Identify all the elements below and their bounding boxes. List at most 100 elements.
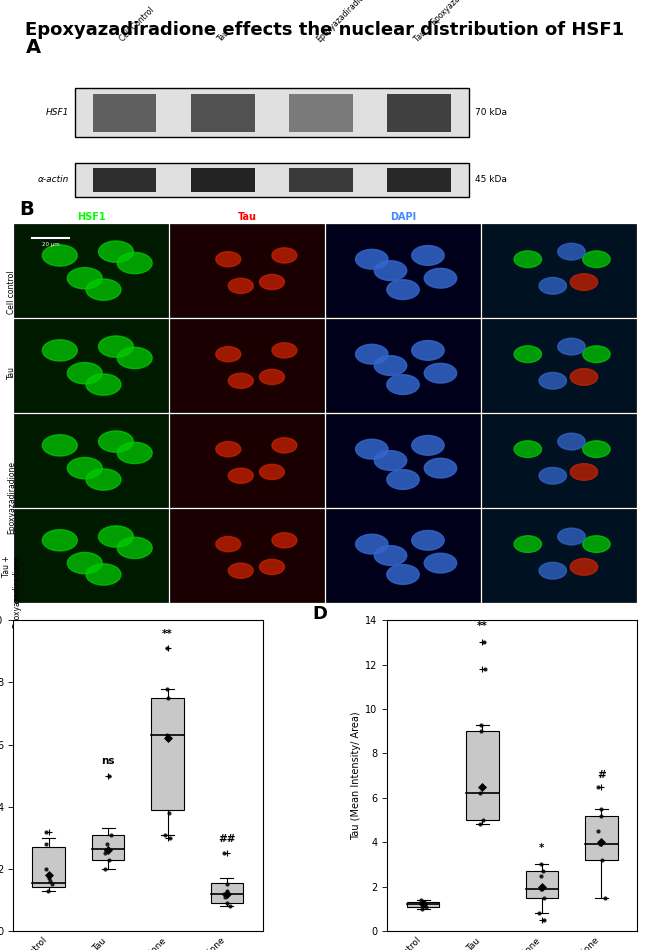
FancyBboxPatch shape — [326, 224, 480, 317]
Bar — [407, 902, 439, 906]
Circle shape — [424, 268, 457, 288]
Text: α-actin: α-actin — [38, 176, 69, 184]
FancyBboxPatch shape — [326, 414, 480, 507]
FancyBboxPatch shape — [289, 168, 353, 192]
Circle shape — [216, 252, 240, 267]
Circle shape — [272, 343, 297, 358]
FancyBboxPatch shape — [482, 509, 636, 602]
Bar — [211, 883, 243, 903]
Y-axis label: Tau (Mean Intensity/ Area): Tau (Mean Intensity/ Area) — [351, 712, 361, 840]
Circle shape — [272, 248, 297, 263]
Circle shape — [387, 374, 419, 394]
Text: B: B — [20, 200, 34, 219]
Circle shape — [374, 450, 407, 470]
FancyBboxPatch shape — [14, 319, 168, 412]
FancyBboxPatch shape — [170, 224, 324, 317]
Circle shape — [558, 433, 585, 450]
FancyBboxPatch shape — [191, 94, 255, 132]
FancyBboxPatch shape — [170, 509, 324, 602]
Text: D: D — [313, 605, 328, 622]
FancyBboxPatch shape — [387, 94, 451, 132]
Circle shape — [228, 373, 254, 389]
Circle shape — [387, 469, 419, 489]
FancyBboxPatch shape — [14, 414, 168, 507]
Circle shape — [86, 564, 121, 585]
Circle shape — [424, 363, 457, 383]
Text: *: * — [540, 844, 545, 853]
Text: #: # — [597, 770, 606, 780]
Circle shape — [424, 458, 457, 478]
FancyBboxPatch shape — [14, 224, 168, 317]
Circle shape — [86, 469, 121, 490]
Circle shape — [216, 442, 240, 457]
Circle shape — [411, 530, 444, 550]
Text: 45 kDa: 45 kDa — [474, 176, 506, 184]
Text: HSF1: HSF1 — [46, 108, 69, 117]
Circle shape — [356, 439, 388, 459]
Circle shape — [570, 464, 598, 481]
Circle shape — [42, 245, 77, 266]
Circle shape — [514, 536, 541, 553]
Circle shape — [117, 538, 152, 559]
Circle shape — [99, 241, 133, 262]
FancyBboxPatch shape — [92, 168, 157, 192]
Circle shape — [539, 372, 567, 390]
FancyBboxPatch shape — [75, 88, 469, 137]
Text: Tau +
Epoxyazadiradione: Tau + Epoxyazadiradione — [2, 556, 21, 629]
Circle shape — [374, 545, 407, 565]
FancyBboxPatch shape — [191, 168, 255, 192]
Text: **: ** — [477, 621, 488, 632]
Circle shape — [356, 344, 388, 364]
Circle shape — [514, 441, 541, 458]
Text: Cell Control: Cell Control — [118, 6, 156, 44]
FancyBboxPatch shape — [482, 319, 636, 412]
Circle shape — [42, 435, 77, 456]
Circle shape — [539, 467, 567, 484]
Circle shape — [68, 268, 102, 289]
Text: Tau: Tau — [7, 366, 16, 379]
Text: Tau + Epoxyazadiradione: Tau + Epoxyazadiradione — [413, 0, 488, 44]
Text: Tau: Tau — [216, 28, 232, 44]
Circle shape — [259, 465, 285, 480]
Text: A: A — [25, 38, 40, 57]
Circle shape — [558, 243, 585, 260]
Circle shape — [514, 251, 541, 268]
Text: 70 kDa: 70 kDa — [474, 108, 507, 117]
Circle shape — [42, 530, 77, 551]
FancyBboxPatch shape — [387, 168, 451, 192]
Circle shape — [228, 468, 254, 484]
Circle shape — [558, 338, 585, 355]
Text: Epoxyazadiradione effects the nuclear distribution of HSF1: Epoxyazadiradione effects the nuclear di… — [25, 21, 625, 39]
Circle shape — [411, 245, 444, 265]
Circle shape — [259, 275, 285, 290]
Circle shape — [99, 526, 133, 547]
Circle shape — [99, 431, 133, 452]
Text: Epoxyazadiradione: Epoxyazadiradione — [315, 0, 372, 44]
Circle shape — [228, 563, 254, 579]
Circle shape — [582, 441, 610, 458]
Circle shape — [216, 537, 240, 552]
Text: Epoxyazadiradione: Epoxyazadiradione — [7, 461, 16, 534]
Circle shape — [582, 346, 610, 363]
Text: HSF1: HSF1 — [77, 213, 105, 222]
FancyBboxPatch shape — [170, 414, 324, 507]
Circle shape — [582, 536, 610, 553]
Circle shape — [374, 355, 407, 375]
Circle shape — [374, 260, 407, 280]
Bar — [585, 815, 618, 860]
Circle shape — [582, 251, 610, 268]
FancyBboxPatch shape — [482, 414, 636, 507]
Circle shape — [99, 336, 133, 357]
FancyBboxPatch shape — [482, 224, 636, 317]
Text: Merge: Merge — [541, 213, 577, 222]
Text: Tau: Tau — [237, 213, 257, 222]
Circle shape — [411, 340, 444, 360]
FancyBboxPatch shape — [92, 94, 157, 132]
Circle shape — [570, 274, 598, 291]
Text: ##: ## — [218, 834, 236, 844]
Circle shape — [387, 564, 419, 584]
Bar — [526, 871, 558, 898]
Circle shape — [42, 340, 77, 361]
Text: 20 μm: 20 μm — [42, 242, 59, 247]
Circle shape — [117, 348, 152, 369]
